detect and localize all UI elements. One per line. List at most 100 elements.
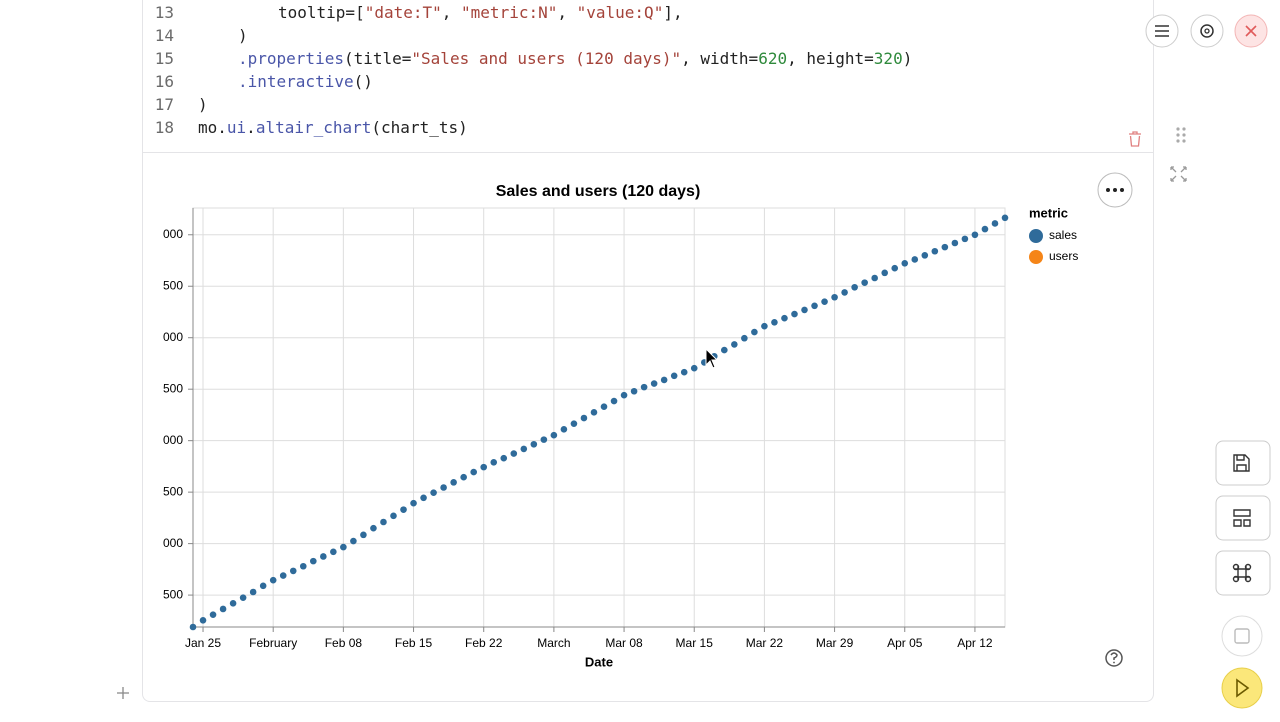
data-point [801,306,808,314]
code-method: .properties [238,49,344,68]
data-point [370,524,377,532]
legend-label: sales [1049,228,1077,242]
data-point [209,611,217,618]
data-point [771,318,778,326]
code-cell[interactable] [142,0,1154,153]
data-point [731,341,738,348]
data-point [460,473,467,481]
x-axis-title: Date [585,654,613,669]
data-point [1001,214,1009,222]
code-token: () [353,72,373,91]
data-point [400,506,407,513]
legend-label: users [1049,249,1078,263]
x-tick-label: Mar 22 [746,636,784,650]
data-point [610,397,618,405]
line-number: 15 [154,49,174,68]
settings-button[interactable] [1190,14,1224,48]
data-point [941,243,949,251]
data-point [490,458,498,466]
menu-button[interactable] [1145,14,1179,48]
data-point [199,617,207,624]
x-tick-label: February [249,636,297,650]
code-string: "value:Q" [576,3,664,22]
code-line: ) [238,26,248,45]
x-tick-label: Apr 12 [957,636,993,650]
data-point [289,567,297,575]
more-button[interactable] [1097,172,1133,208]
x-tick-label: Mar 15 [676,636,714,650]
help-icon[interactable] [1105,649,1123,667]
code-string: "metric:N" [461,3,558,22]
data-point [821,298,828,305]
code-number: 620 [758,49,788,68]
data-point [249,588,257,596]
code-line: .interactive() [238,72,373,91]
code-token: ], [663,3,683,22]
code-token: , width= [681,49,759,68]
command-button[interactable] [1215,550,1271,596]
data-point [971,231,979,239]
code-token: ) [198,95,208,114]
legend-title: metric [1029,205,1068,220]
data-point [660,376,668,384]
code-method: .interactive [238,72,354,91]
data-point [229,600,237,607]
save-button[interactable] [1215,440,1271,486]
data-point [560,426,568,433]
add-cell[interactable] [117,687,129,699]
x-tick-label: Apr 05 [887,636,923,650]
data-point [741,334,748,342]
code-method: ui [226,118,247,137]
data-point [320,553,327,560]
data-point [620,391,628,399]
data-point [781,314,788,322]
code-token: . [246,118,256,137]
data-point [480,463,488,471]
data-point [871,274,878,282]
code-token: ) [238,26,248,45]
layout-button[interactable] [1215,495,1271,541]
data-point [901,259,909,267]
data-point [430,489,437,496]
mouse-cursor [705,347,719,369]
data-point [951,239,959,247]
data-point [440,484,447,491]
data-point [360,531,367,539]
expand-icon[interactable] [1170,166,1187,182]
code-token: (chart_ts) [371,118,468,137]
line-number: 17 [154,95,174,114]
x-tick-label: March [537,636,570,650]
code-token: , [557,3,577,22]
code-token: (title= [343,49,412,68]
drag-handle[interactable] [1176,127,1186,143]
data-point [751,328,758,336]
x-tick-label: Feb 15 [395,636,433,650]
data-point [390,512,397,520]
data-point [911,256,919,263]
data-point [219,605,227,613]
y-tick-label: 500 [163,278,183,292]
close-button[interactable] [1234,14,1268,48]
data-point [420,494,427,502]
stop-button[interactable] [1221,615,1263,657]
x-tick-label: Feb 22 [465,636,503,650]
code-string: "date:T" [364,3,442,22]
data-point [921,252,929,259]
y-tick-label: 000 [163,330,183,344]
line-number: 18 [154,118,174,137]
data-point [269,576,277,584]
data-point [500,454,508,462]
data-point [510,450,518,457]
delete-icon[interactable] [1129,131,1141,147]
code-token: mo. [198,118,227,137]
data-point [670,372,678,380]
data-point [380,518,387,526]
y-tick-label: 000 [163,227,183,241]
data-point [811,302,818,310]
x-tick-label: Feb 08 [325,636,363,650]
data-point [881,269,889,277]
data-point [340,543,347,551]
run-button[interactable] [1221,667,1263,709]
